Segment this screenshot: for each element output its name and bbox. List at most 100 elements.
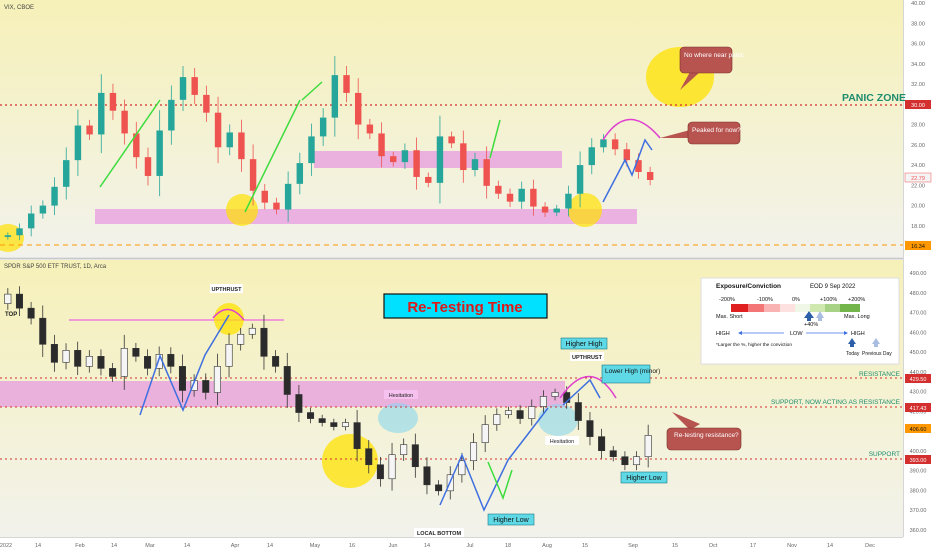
spy-candle xyxy=(598,436,606,451)
tag-vix-current-bg xyxy=(904,172,932,183)
spy-blue-trend-2 xyxy=(439,407,549,512)
higher-high-text: Higher High xyxy=(566,341,603,348)
spy-candle xyxy=(435,484,443,492)
spy-y-axis: 490.00 480.00 470.00 460.00 450.00 440.00 430.… xyxy=(910,271,927,534)
spy-candles xyxy=(4,286,652,500)
x-tick: 14 xyxy=(184,543,190,549)
vix-candle xyxy=(121,110,128,134)
vix-candle xyxy=(390,156,397,163)
spy-candle xyxy=(167,354,175,367)
vix-candle xyxy=(413,150,420,177)
conviction-box: Exposure/Conviction EOD 9 Sep 2022 -200%… xyxy=(700,277,900,365)
scale-seg-1 xyxy=(731,304,748,312)
spy-candle xyxy=(85,356,93,367)
vix-candle xyxy=(284,183,292,210)
spy-y-tick: 420.00 xyxy=(910,409,927,415)
vix-green-trend-3 xyxy=(301,81,323,101)
spy-candle xyxy=(202,380,210,393)
x-tick: 17 xyxy=(750,543,756,549)
vix-candle xyxy=(74,125,82,161)
spy-candle xyxy=(341,422,349,427)
upthrust-1-text: UPTHRUST xyxy=(212,287,243,293)
callout-retest: Re-testing resistance? xyxy=(666,412,742,451)
tag-spy-current: 406.60 xyxy=(910,427,927,433)
vix-green-trend-1 xyxy=(99,99,161,188)
headline-text: Re-Testing Time xyxy=(407,299,522,316)
vix-y-tick: 28.00 xyxy=(911,123,925,129)
vix-candle xyxy=(308,136,315,164)
spy-overlays xyxy=(0,303,903,488)
vix-candle xyxy=(261,190,268,203)
tag-panic-bg xyxy=(905,100,931,109)
panic-zone-label: PANIC ZONE xyxy=(842,92,906,104)
spy-candle xyxy=(586,420,594,437)
scale-pos100: +100% xyxy=(820,297,837,303)
spy-candle xyxy=(307,412,315,419)
time-axis[interactable] xyxy=(0,537,932,550)
vix-candle xyxy=(378,133,385,157)
spy-y-tick: 370.00 xyxy=(910,508,927,514)
vix-trend-lines xyxy=(99,81,661,213)
conviction-date: EOD 9 Sep 2022 xyxy=(810,284,856,290)
vix-y-tick: 32.00 xyxy=(911,82,925,88)
hesitation-1-text: Hesitation xyxy=(389,393,413,399)
tag-vix-low-bg xyxy=(905,241,931,250)
tag-spy-current-bg xyxy=(905,424,931,433)
scale-0: 0% xyxy=(792,297,800,303)
vix-candle xyxy=(518,188,525,202)
vix-candle xyxy=(226,132,233,148)
spy-y-tick: 380.00 xyxy=(910,488,927,494)
tag-vix-low: 16.34 xyxy=(911,244,925,250)
x-tick: Sep xyxy=(628,543,638,549)
legend-today-icon xyxy=(848,338,856,347)
higher-low-1-text: Higher Low xyxy=(493,517,529,524)
scale-seg-5 xyxy=(795,304,810,312)
legend-previous-icon xyxy=(872,338,880,347)
vix-candle xyxy=(471,159,479,171)
scale-pos200: +200% xyxy=(848,297,865,303)
x-tick: Mar xyxy=(145,543,155,549)
spy-candle xyxy=(50,344,58,363)
spy-candle xyxy=(400,444,408,456)
spy-candle xyxy=(621,456,629,466)
spy-trend-lines xyxy=(139,308,617,512)
spy-hesitation-halo-2 xyxy=(538,404,578,436)
tag-support-res-bg xyxy=(905,403,931,412)
spy-candle xyxy=(481,424,489,443)
spy-top-line xyxy=(69,319,284,321)
hesitation-2-text: Hesitation xyxy=(550,439,574,445)
x-tick: Dec xyxy=(865,543,875,549)
spy-candle xyxy=(376,464,384,480)
vix-candle xyxy=(506,193,514,202)
spy-candle xyxy=(27,307,35,319)
spy-candle xyxy=(411,444,419,468)
spy-candle xyxy=(388,454,396,480)
spy-top-arc xyxy=(559,375,617,399)
vix-y-tick: 18.00 xyxy=(911,224,925,230)
vix-candle xyxy=(179,77,187,100)
spy-halo-apr xyxy=(214,303,244,335)
arrow-right-head-icon xyxy=(844,331,848,335)
vix-candle xyxy=(156,130,163,176)
spy-candle xyxy=(120,348,128,377)
vix-candle xyxy=(646,171,654,180)
vix-y-tick: 40.00 xyxy=(911,1,925,7)
tag-support-res: 417.43 xyxy=(910,406,927,412)
vix-y-tick: 24.00 xyxy=(911,163,925,169)
spy-candle xyxy=(330,422,338,427)
spy-candle xyxy=(97,356,105,369)
vix-candle xyxy=(214,112,222,148)
spy-y-tick: 480.00 xyxy=(910,291,927,297)
x-tick: 14 xyxy=(424,543,430,549)
vix-green-trend-4 xyxy=(489,119,501,159)
spy-blue-trend-3 xyxy=(562,378,601,406)
spy-hesitation-halo-1 xyxy=(378,403,418,433)
spy-candle xyxy=(248,327,256,335)
vix-candle xyxy=(319,117,327,137)
x-tick: 14 xyxy=(267,543,273,549)
x-tick: Aug xyxy=(542,543,552,549)
vix-top-arc xyxy=(602,118,661,141)
upthrust-2-text: UPTHRUST xyxy=(572,355,603,361)
x-tick: 14 xyxy=(111,543,117,549)
